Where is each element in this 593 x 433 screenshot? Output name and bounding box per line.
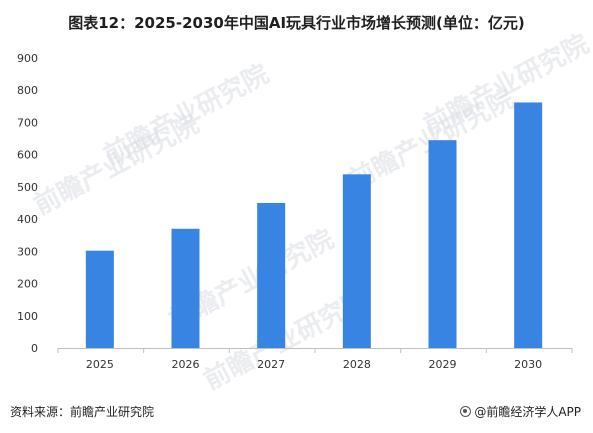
x-tick-label: 2027 bbox=[257, 358, 285, 371]
source-note: 资料来源：前瞻产业研究院 bbox=[10, 404, 155, 419]
brand-credit: @前瞻经济学人APP bbox=[460, 403, 581, 420]
x-tick-label: 2029 bbox=[429, 358, 457, 371]
bars bbox=[85, 102, 543, 348]
footer: 资料来源：前瞻产业研究院 @前瞻经济学人APP bbox=[10, 402, 581, 420]
y-tick-label: 200 bbox=[17, 278, 38, 291]
watermark-text: 前瞻产业研究院 bbox=[99, 58, 274, 171]
brand-logo-icon bbox=[460, 405, 472, 417]
y-tick-label: 800 bbox=[17, 84, 38, 97]
bar-2026 bbox=[171, 228, 200, 348]
x-axis: 2025 2026 2027 2028 2029 2030 bbox=[57, 348, 573, 371]
x-tick-label: 2028 bbox=[343, 358, 371, 371]
y-tick-label: 600 bbox=[17, 149, 38, 162]
x-tick-label: 2026 bbox=[172, 358, 200, 371]
y-axis: 0 100 200 300 400 500 600 700 800 900 bbox=[17, 52, 38, 355]
bar-chart: 前瞻产业研究院前瞻产业研究院前瞻产业研究院前瞻产业研究院前瞻产业研究院前瞻产业研… bbox=[17, 28, 593, 396]
brand-text: @前瞻经济学人APP bbox=[474, 404, 581, 419]
bar-2028 bbox=[342, 174, 371, 348]
y-tick-label: 100 bbox=[17, 310, 38, 323]
y-tick-label: 900 bbox=[17, 52, 38, 65]
y-tick-label: 400 bbox=[17, 213, 38, 226]
y-tick-label: 0 bbox=[31, 342, 38, 355]
x-tick-label: 2030 bbox=[514, 358, 542, 371]
x-tick-label: 2025 bbox=[86, 358, 114, 371]
bar-2030 bbox=[514, 102, 543, 348]
bar-2025 bbox=[85, 250, 114, 348]
watermark-text: 前瞻产业研究院 bbox=[419, 28, 593, 141]
bar-2027 bbox=[257, 203, 286, 348]
y-tick-label: 500 bbox=[17, 181, 38, 194]
y-tick-label: 700 bbox=[17, 116, 38, 129]
y-tick-label: 300 bbox=[17, 245, 38, 258]
bar-2029 bbox=[428, 140, 457, 348]
chart-title: 图表12：2025-2030年中国AI玩具行业市场增长预测(单位：亿元) bbox=[68, 14, 525, 32]
